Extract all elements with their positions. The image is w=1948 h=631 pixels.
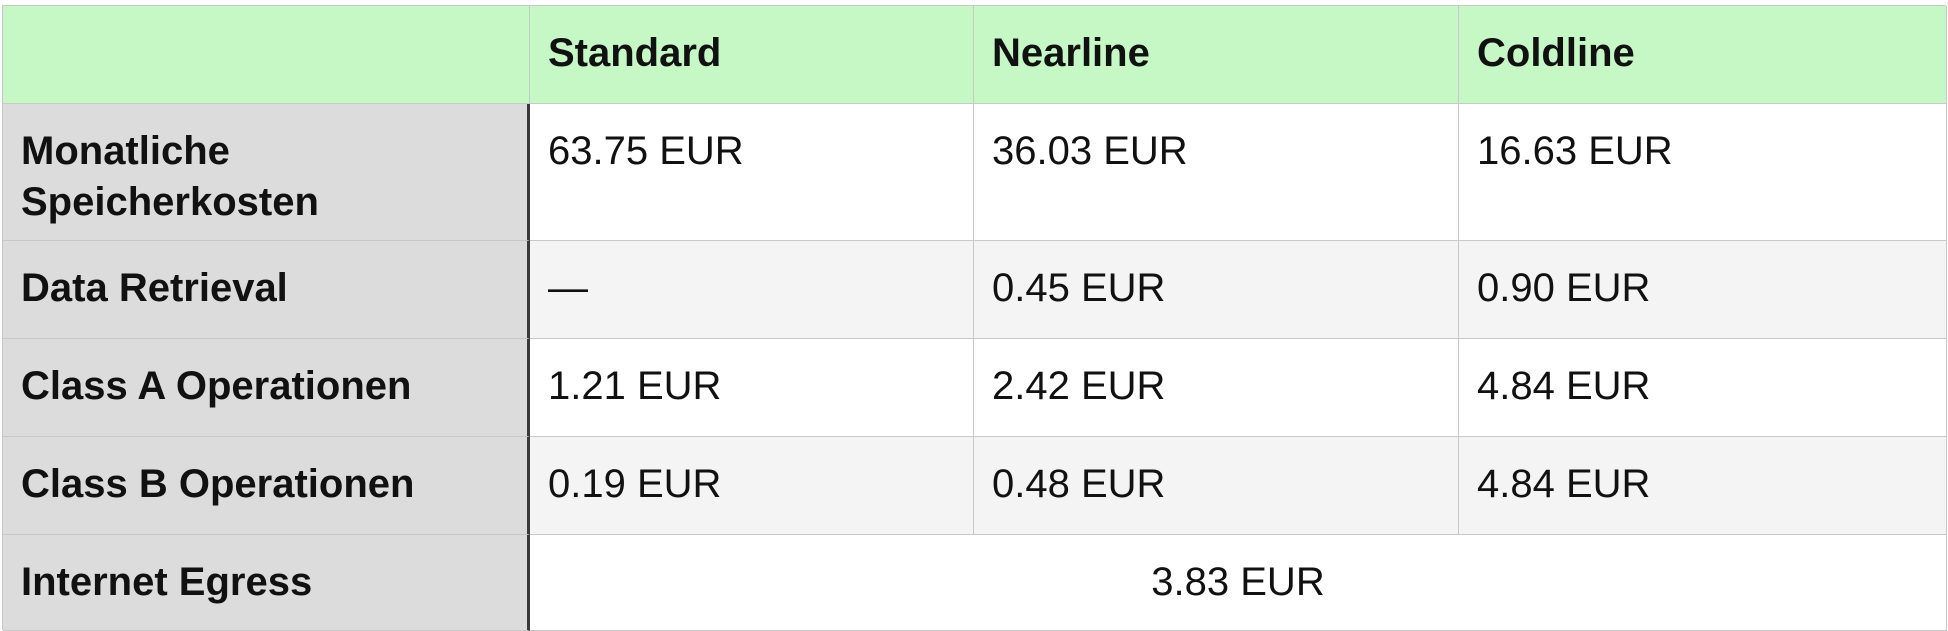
row-label-data-retrieval: Data Retrieval	[3, 241, 530, 339]
table-cell: 4.84 EUR	[1459, 437, 1947, 535]
table-cell: 0.45 EUR	[974, 241, 1459, 339]
table-cell: 2.42 EUR	[974, 339, 1459, 437]
table-cell: —	[530, 241, 974, 339]
header-standard: Standard	[530, 6, 974, 104]
header-coldline: Coldline	[1459, 6, 1947, 104]
table-cell: 0.19 EUR	[530, 437, 974, 535]
header-nearline: Nearline	[974, 6, 1459, 104]
table-cell: 36.03 EUR	[974, 104, 1459, 241]
row-label-storage-cost: Monatliche Speicherkosten	[3, 104, 530, 241]
egress-value-cell: 3.83 EUR	[530, 535, 1947, 631]
table-cell: 0.90 EUR	[1459, 241, 1947, 339]
table-cell: 16.63 EUR	[1459, 104, 1947, 241]
table-cell: 1.21 EUR	[530, 339, 974, 437]
table-cell: 0.48 EUR	[974, 437, 1459, 535]
header-corner-cell	[3, 6, 530, 104]
table-cell: 63.75 EUR	[530, 104, 974, 241]
row-label-internet-egress: Internet Egress	[3, 535, 530, 631]
pricing-table: Standard Nearline Coldline Monatliche Sp…	[2, 5, 1947, 631]
row-label-class-a: Class A Operationen	[3, 339, 530, 437]
table-cell: 4.84 EUR	[1459, 339, 1947, 437]
row-label-class-b: Class B Operationen	[3, 437, 530, 535]
